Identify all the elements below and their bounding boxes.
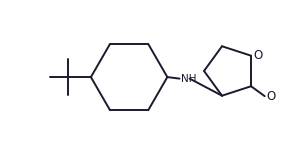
Text: O: O bbox=[253, 49, 263, 62]
Text: O: O bbox=[266, 90, 276, 103]
Text: NH: NH bbox=[181, 74, 197, 84]
